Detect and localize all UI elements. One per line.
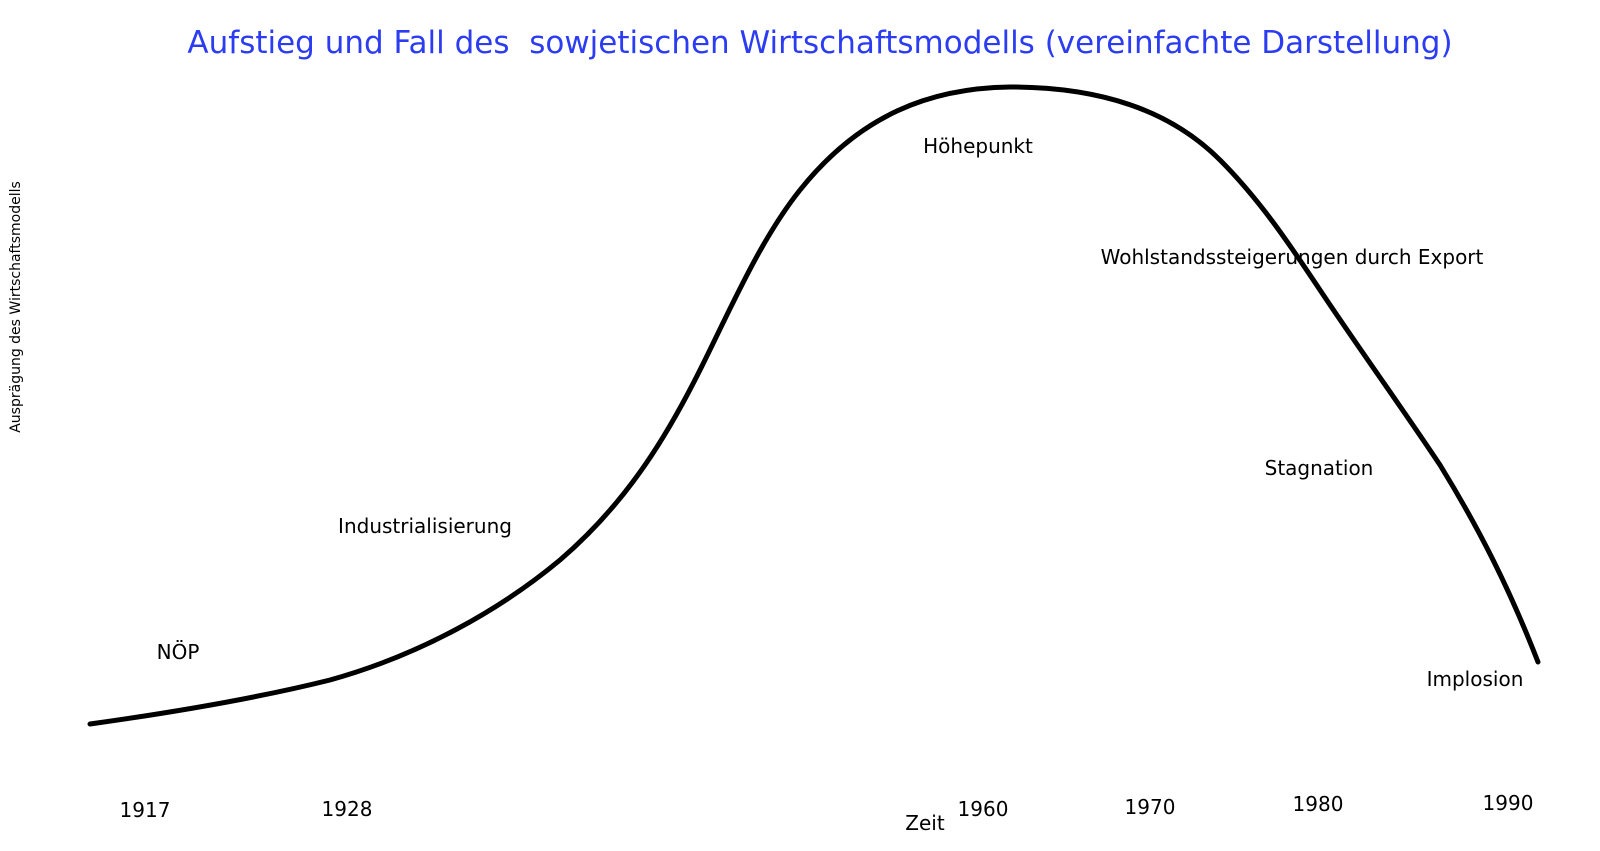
year-label: 1960 bbox=[958, 797, 1009, 821]
annotation: Implosion bbox=[1427, 667, 1524, 691]
annotation: Höhepunkt bbox=[923, 134, 1033, 158]
annotation: NÖP bbox=[157, 640, 200, 664]
y-axis-label: Ausprägung des Wirtschaftsmodells bbox=[8, 181, 24, 433]
year-label: 1970 bbox=[1125, 795, 1176, 819]
year-label: 1917 bbox=[120, 798, 171, 822]
annotation: Industrialisierung bbox=[338, 514, 512, 538]
annotation: Stagnation bbox=[1265, 456, 1374, 480]
year-label: 1980 bbox=[1293, 792, 1344, 816]
year-label: 1990 bbox=[1483, 791, 1534, 815]
annotation: Wohlstandssteigerungen durch Export bbox=[1101, 245, 1484, 269]
curve bbox=[87, 84, 1541, 727]
title: Aufstieg und Fall des sowjetischen Wirts… bbox=[187, 25, 1452, 61]
year-label: 1928 bbox=[322, 797, 373, 821]
x-axis-label: Zeit bbox=[905, 811, 945, 835]
